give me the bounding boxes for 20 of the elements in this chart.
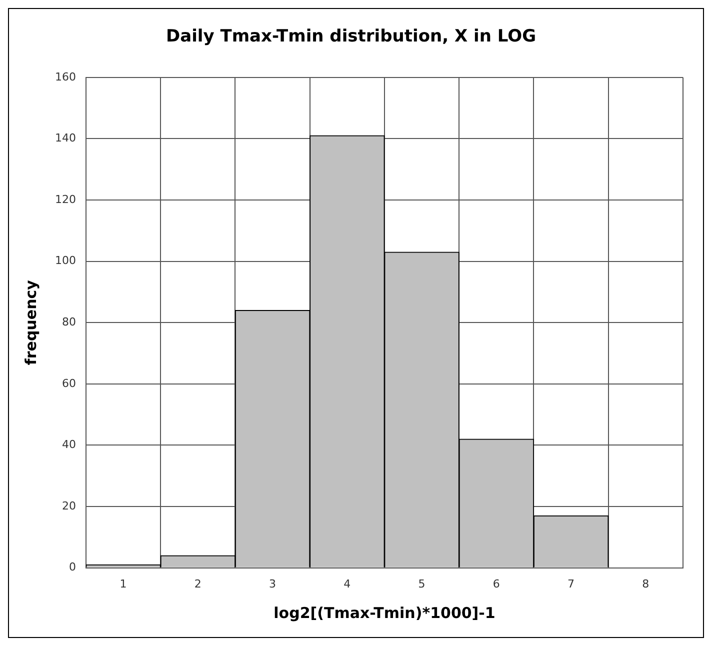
x-tick-label: 1 <box>120 577 127 590</box>
x-tick-label: 2 <box>194 577 202 590</box>
x-tick-label: 5 <box>418 577 426 590</box>
y-tick-label: 100 <box>54 254 76 268</box>
y-tick-label: 140 <box>54 132 76 145</box>
y-tick-label: 80 <box>62 315 76 328</box>
chart-title: Daily Tmax-Tmin distribution, X in LOG <box>166 26 536 47</box>
x-tick-label: 3 <box>269 577 276 590</box>
x-tick-label: 8 <box>642 577 650 590</box>
y-tick-label: 0 <box>68 560 76 574</box>
y-tick-label: 120 <box>54 192 76 206</box>
x-tick-label: 6 <box>492 577 500 590</box>
x-axis-title: log2[(Tmax-Tmin)*1000]-1 <box>274 604 496 622</box>
y-axis-title: frequency <box>22 280 40 366</box>
y-tick-label: 20 <box>62 499 76 512</box>
y-tick-label: 160 <box>54 70 76 84</box>
x-tick-label: 4 <box>344 577 351 590</box>
x-tick-label: 7 <box>568 577 575 590</box>
y-tick-label: 60 <box>62 376 76 390</box>
y-tick-label: 40 <box>62 438 76 452</box>
